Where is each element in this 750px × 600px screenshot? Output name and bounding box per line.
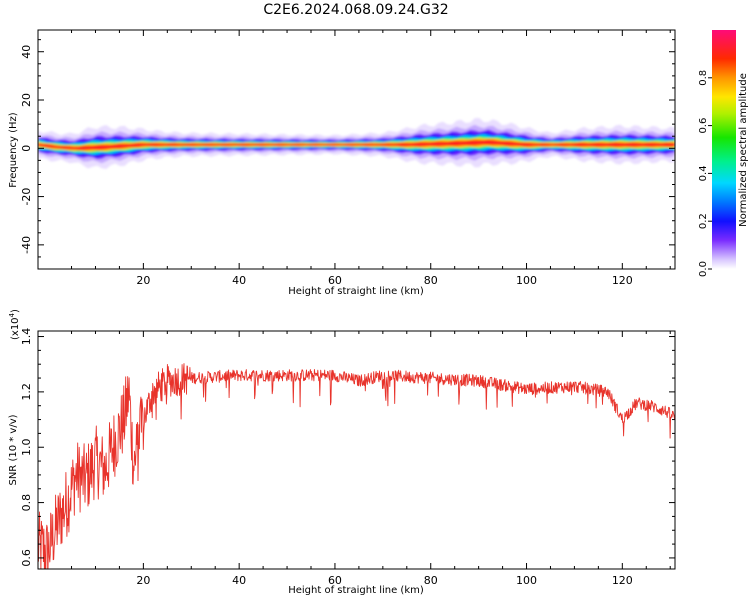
snr-series-line: [38, 363, 675, 569]
colorbar-tick-label-2: 0.4: [698, 165, 709, 181]
spectrogram-x-tick-label-4: 100: [516, 274, 537, 287]
snr-frame: [37, 330, 676, 570]
snr-x-tick-label-4: 100: [516, 574, 537, 587]
spectrogram-band-layer-8: [38, 140, 675, 150]
snr-x-tick-label-5: 120: [612, 574, 633, 587]
spectrogram-y-tick-label-0: -40: [20, 236, 33, 254]
spectrogram-x-axis-label: Height of straight line (km): [288, 286, 424, 297]
spectrogram-x-tick-label-3: 80: [424, 274, 438, 287]
snr-scale-label: (x104): [8, 309, 21, 340]
spectrogram-y-tick-label-1: -20: [20, 188, 33, 206]
snr-y-tick-label-4: 1.4: [20, 328, 33, 346]
colorbar-ticks: 0.0 0.2 0.4 0.6 0.8: [698, 70, 712, 277]
spectrogram-image: [38, 118, 675, 169]
spectrogram-y-tick-label-2: 0: [20, 145, 33, 152]
spectrogram-x-tick-label-5: 120: [612, 274, 633, 287]
spectrogram-frame: [37, 29, 676, 270]
spectrogram-ticks: 20 40 60 80 100 120 -40 -20 0 20 40: [20, 30, 675, 287]
snr-x-tick-label-2: 60: [328, 574, 342, 587]
colorbar-tick-label-0: 0.0: [698, 261, 709, 277]
snr-y-tick-label-1: 0.8: [20, 494, 33, 512]
spectrogram-x-tick-label-1: 40: [232, 274, 246, 287]
snr-y-tick-label-3: 1.2: [20, 383, 33, 401]
snr-ticks: 20 40 60 80 100 120 0.6 0.8 1.0 1.2 1.4: [20, 328, 675, 587]
snr-x-tick-label-1: 40: [232, 574, 246, 587]
snr-scale-suffix: ): [10, 309, 21, 313]
snr-x-axis-label: Height of straight line (km): [288, 585, 424, 596]
colorbar-tick-label-4: 0.8: [698, 70, 709, 86]
snr-y-tick-label-2: 1.0: [20, 438, 33, 456]
spectrogram-y-tick-label-3: 20: [20, 93, 33, 107]
colorbar: 0.0 0.2 0.4 0.6 0.8 Normalized spectral ampl…: [698, 30, 749, 277]
snr-panel: 20 40 60 80 100 120 0.6 0.8 1.0 1.2 1.4 Height of …: [8, 309, 676, 596]
snr-scale-prefix: (x10: [10, 317, 21, 340]
spectrogram-x-tick-label-0: 20: [136, 274, 150, 287]
snr-scale-exponent: 4: [8, 312, 16, 317]
spectrogram-y-axis-label: Frequency (Hz): [8, 112, 19, 188]
colorbar-tick-label-1: 0.2: [698, 213, 709, 229]
snr-y-tick-label-0: 0.6: [20, 549, 33, 567]
snr-y-axis-label: SNR (10 * v/v): [8, 414, 19, 485]
snr-x-tick-label-3: 80: [424, 574, 438, 587]
colorbar-label: Normalized spectral amplitude: [738, 73, 749, 227]
colorbar-gradient: [712, 30, 736, 269]
spectrogram-y-tick-label-4: 40: [20, 45, 33, 59]
colorbar-tick-label-3: 0.6: [698, 118, 709, 134]
spectrogram-panel: 20 40 60 80 100 120 -40 -20 0 20 40 Height of stra…: [8, 29, 676, 297]
spectrogram-x-tick-label-2: 60: [328, 274, 342, 287]
snr-x-tick-label-0: 20: [136, 574, 150, 587]
figure-title: C2E6.2024.068.09.24.G32: [263, 2, 448, 18]
